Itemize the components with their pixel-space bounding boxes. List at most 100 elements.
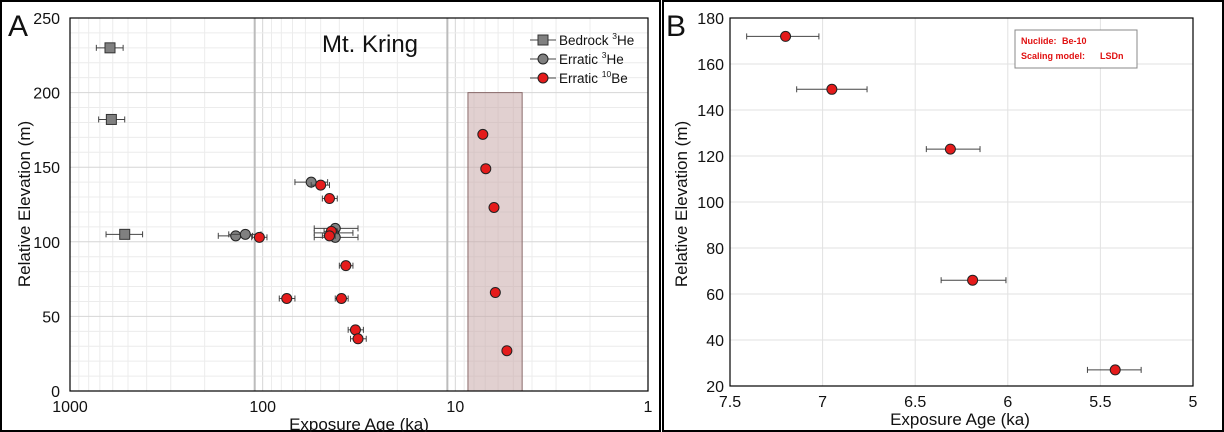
legend-label: Erratic 3He — [559, 50, 624, 67]
panel-a-plot-area — [69, 17, 649, 392]
y-tick-label: 80 — [706, 241, 724, 258]
panel-b-x-axis-label: Exposure Age (ka) — [890, 410, 1030, 429]
data-point-circle — [489, 287, 501, 299]
panel-a-letter: A — [8, 10, 28, 43]
data-point-circle — [323, 230, 335, 242]
y-tick-label: 250 — [33, 11, 60, 28]
legend-marker — [537, 53, 549, 65]
y-tick-label: 50 — [42, 309, 60, 326]
legend-label: Erratic 10Be — [559, 69, 628, 86]
data-point-square — [104, 42, 116, 54]
x-tick-label: 1 — [644, 399, 653, 416]
x-tick-label: 5 — [1189, 394, 1198, 411]
x-tick-label: 6.5 — [904, 394, 926, 411]
data-point — [925, 143, 981, 155]
data-point — [347, 324, 364, 336]
data-point-circle — [335, 292, 347, 304]
data-point — [338, 260, 354, 272]
data-point — [105, 228, 144, 240]
y-tick-label: 180 — [697, 11, 724, 28]
y-tick-label: 160 — [697, 57, 724, 74]
data-point — [321, 230, 336, 242]
annotation-scaling-value: LSDn — [1100, 51, 1124, 61]
x-tick-label: 10 — [446, 399, 464, 416]
y-tick-label: 140 — [697, 103, 724, 120]
panel-a-reference-lines — [253, 18, 449, 391]
panel-a-x-axis-label: Exposure Age (ka) — [289, 415, 429, 432]
data-point-circle — [340, 260, 352, 272]
panel-a-legend: Bedrock 3He Erratic 3He Erratic 10Be — [530, 31, 634, 86]
data-point — [796, 83, 868, 95]
data-point — [489, 287, 501, 299]
panel-a-title: Mt. Kring — [322, 31, 418, 58]
data-point-circle — [967, 274, 979, 286]
data-point — [251, 231, 268, 243]
data-point-circle — [480, 163, 492, 175]
x-tick-label: 100 — [249, 399, 276, 416]
panel-a-grid — [69, 17, 649, 392]
data-point-circle — [349, 324, 361, 336]
legend-marker — [537, 72, 549, 84]
panel-a-points — [95, 42, 513, 357]
x-tick-label: 5.5 — [1089, 394, 1111, 411]
data-point-circle — [826, 83, 838, 95]
panel-a-y-axis-label: Relative Elevation (m) — [15, 121, 34, 287]
data-point-circle — [315, 179, 327, 191]
legend-entry: Erratic 3He — [530, 50, 624, 67]
annotation-nuclide-label: Nuclide: — [1021, 36, 1057, 46]
data-point-circle — [501, 345, 513, 357]
panel-a-shaded-region — [467, 92, 523, 392]
data-point-circle — [1109, 364, 1121, 376]
data-point — [321, 193, 338, 205]
data-point-circle — [944, 143, 956, 155]
data-point-square — [119, 228, 131, 240]
y-tick-label: 200 — [33, 86, 60, 103]
data-point — [480, 163, 492, 175]
y-tick-label: 0 — [51, 384, 60, 401]
x-tick-label: 7.5 — [719, 394, 741, 411]
data-point — [477, 128, 489, 140]
panel-b-grid — [729, 17, 1194, 387]
panel-b-letter: B — [666, 10, 686, 43]
data-point-circle — [323, 193, 335, 205]
data-point — [1086, 364, 1142, 376]
data-point-circle — [253, 231, 265, 243]
panel-b: B 7.5 7 6.5 6 5.5 5 20 40 60 80 100 120 140 160 180 Ex… — [662, 0, 1224, 432]
data-point-circle — [780, 30, 792, 42]
data-point-circle — [477, 128, 489, 140]
panel-b-y-axis-label: Relative Elevation (m) — [672, 121, 691, 287]
annotation-scaling-label: Scaling model: — [1021, 51, 1085, 61]
shaded-region — [467, 92, 523, 392]
legend-entry: Bedrock 3He — [530, 31, 634, 48]
data-point — [95, 42, 124, 54]
data-point — [746, 30, 820, 42]
y-tick-label: 60 — [706, 287, 724, 304]
panel-b-ticks: 7.5 7 6.5 6 5.5 5 20 40 60 80 100 120 140 160 180 — [697, 11, 1197, 411]
panel-b-plot-area — [729, 17, 1194, 387]
data-point — [501, 345, 513, 357]
data-point-circle — [488, 201, 500, 213]
data-point — [334, 292, 349, 304]
legend-entry: Erratic 10Be — [530, 69, 628, 86]
panel-b-frame — [662, 0, 1224, 432]
y-tick-label: 100 — [697, 195, 724, 212]
legend-marker — [537, 34, 549, 46]
x-tick-label: 1000 — [52, 399, 88, 416]
data-point — [310, 179, 330, 191]
y-tick-label: 120 — [697, 149, 724, 166]
panel-a-frame — [0, 0, 661, 432]
data-point — [940, 274, 1007, 286]
data-point — [278, 292, 296, 304]
y-tick-label: 150 — [33, 160, 60, 177]
data-point-square — [105, 113, 117, 125]
legend-label: Bedrock 3He — [559, 31, 634, 48]
panel-b-points — [746, 30, 1142, 376]
y-tick-label: 20 — [706, 379, 724, 396]
data-point-circle — [230, 230, 242, 242]
y-tick-label: 40 — [706, 333, 724, 350]
annotation-box — [1014, 29, 1138, 69]
annotation-nuclide-value: Be-10 — [1062, 36, 1087, 46]
